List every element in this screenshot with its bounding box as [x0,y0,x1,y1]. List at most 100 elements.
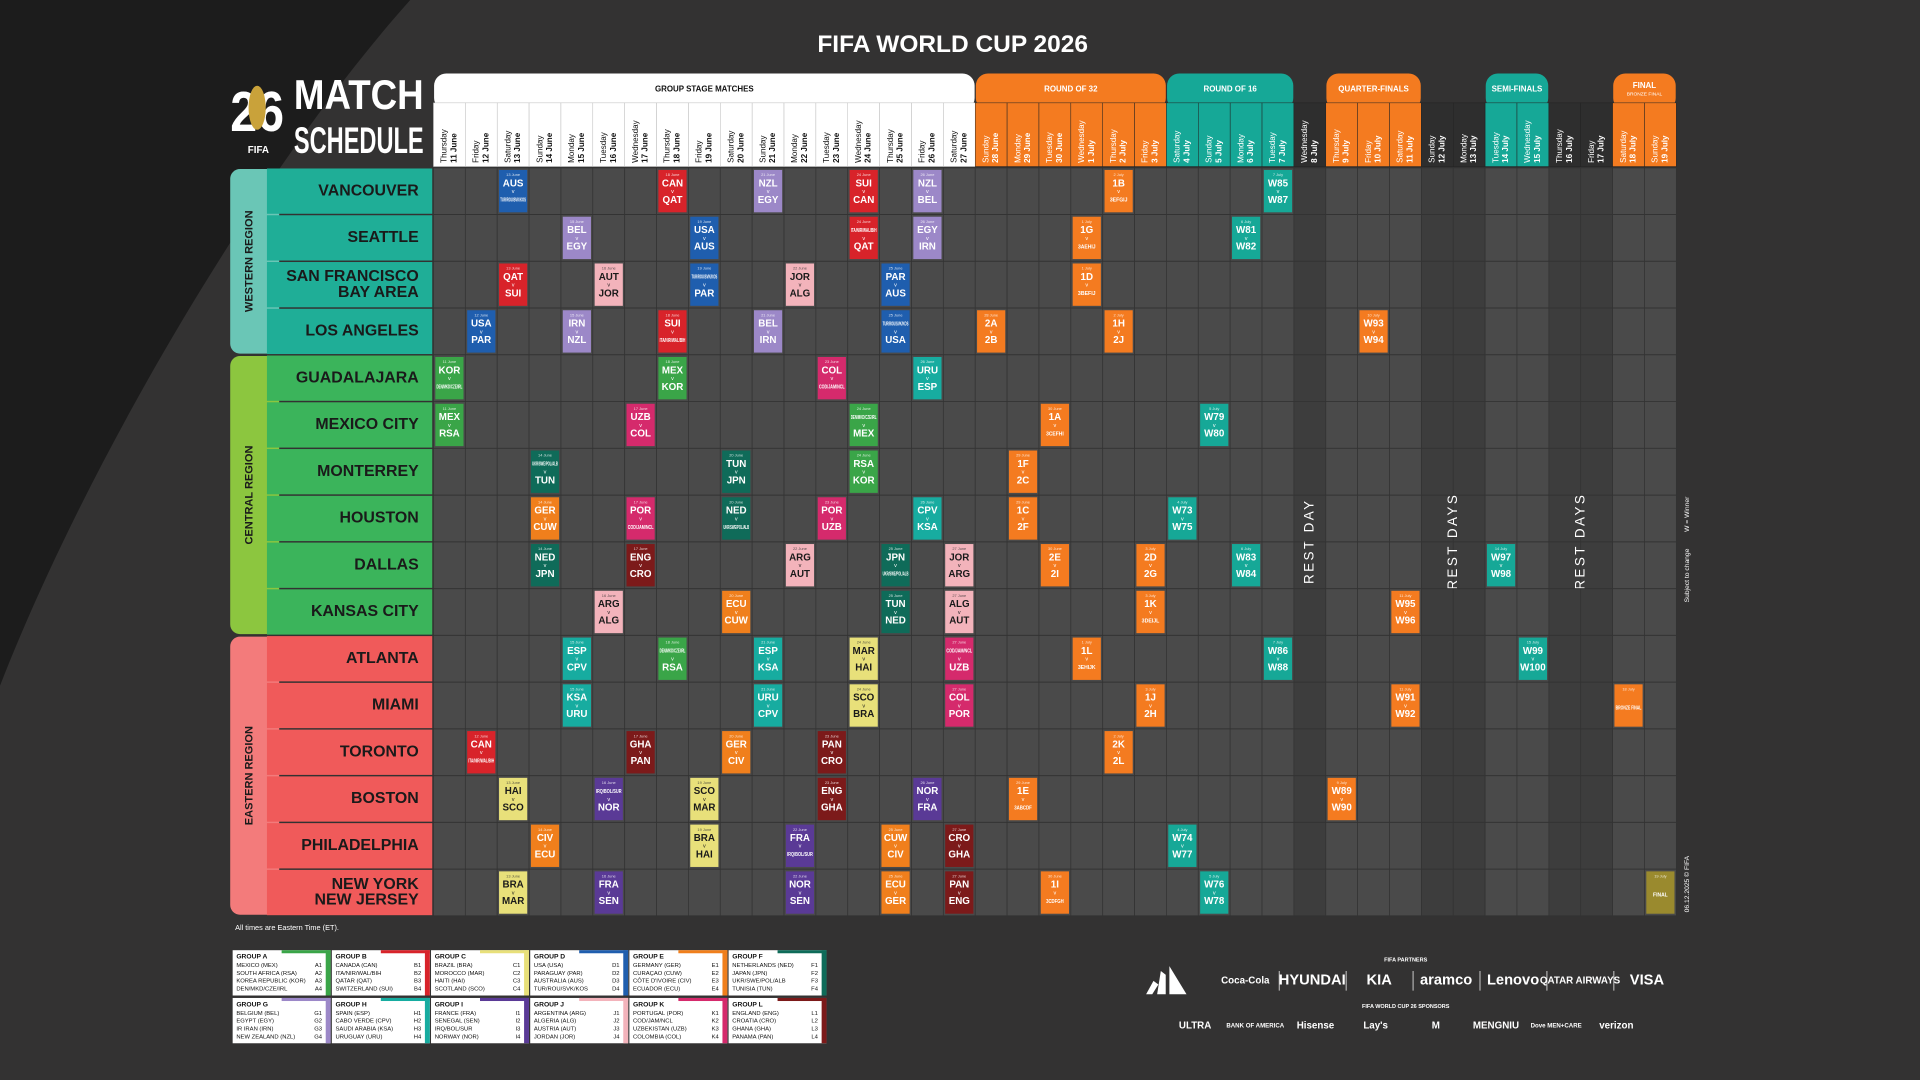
match-date: 24 June [857,640,871,645]
match-cell [658,169,687,213]
group-name: GROUP L [732,1001,763,1008]
match-home: BEL [758,319,778,330]
group-stripe [821,950,827,996]
city-cell [266,168,433,214]
match-separator: v [958,610,961,616]
group-box [530,950,629,996]
city-cell [266,823,433,869]
match-away: W75 [1172,522,1193,533]
match-date: 16 June [602,874,616,879]
match-cell [945,637,974,680]
group-stripe [678,950,728,954]
group-code: B1 [414,963,421,969]
match-separator: v [512,890,515,896]
group-code: D3 [612,979,620,985]
match-date: 6 July [1241,546,1251,551]
group-team: SWITZERLAND (SUI) [336,987,393,993]
match-home: W74 [1172,833,1193,844]
date-weekday: Friday [1364,139,1373,162]
match-away: NZL [567,335,586,346]
match-date: 29 June [1016,780,1030,785]
match-home: CAN [662,178,683,189]
date-weekday: Wednesday [854,119,863,162]
match-home: ARG [789,552,811,563]
date-day: 11 June [449,133,458,163]
match-away: SEN [790,896,810,907]
match-cell [881,871,910,914]
match-separator: v [767,189,770,195]
match-date: 18 June [666,640,680,645]
date-weekday: Saturday [1396,130,1405,163]
date-weekday: Saturday [950,130,959,163]
group-name: GROUP G [236,1001,268,1008]
match-separator: v [1213,423,1216,429]
match-date: 18 June [666,312,680,317]
match-date: 15 June [570,640,584,645]
match-separator: v [926,236,929,242]
match-away: ECU [535,849,556,860]
group-team: TUNISIA (TUN) [732,987,772,993]
match-away: 3EHIJK [1078,665,1096,671]
group-team: SOUTH AFRICA (RSA) [236,971,297,977]
match-separator: v [703,797,706,803]
match-date: 3 July [1145,593,1155,598]
match-date: 13 June [506,266,520,271]
date-header [720,102,753,167]
match-cell [849,403,878,447]
match-cell [626,731,655,774]
match-away: RSA [439,429,460,440]
match-away: W87 [1268,195,1289,206]
match-separator: v [703,236,706,242]
match-cell [530,450,560,493]
date-header [783,102,817,167]
match-date: 26 June [920,780,934,785]
match-cell [722,590,751,634]
match-date: 17 June [634,499,648,504]
match-date: 30 June [1048,874,1062,879]
match-cell [753,684,783,727]
group-team: SAUDI ARABIA (KSA) [336,1026,394,1032]
match-date: 27 June [952,640,966,645]
match-away: W82 [1236,242,1257,253]
match-cell [1072,263,1101,306]
date-header [433,102,466,167]
date-header [1261,102,1295,167]
match-separator: v [512,189,515,195]
match-date: 9 July [1337,780,1347,785]
group-code: H3 [414,1026,422,1032]
match-home: 2A [985,319,998,330]
match-date: 20 June [729,733,743,738]
group-stripe [325,950,331,996]
match-cell [1518,637,1548,680]
date-day: 28 June [991,132,1000,163]
match-away: AUS [694,242,715,253]
date-header [560,102,594,167]
match-date: 12 June [474,733,488,738]
match-date: 29 June [1016,499,1030,504]
match-away: 2I [1051,569,1059,580]
match-date: 24 June [857,219,871,224]
match-cell [945,871,974,914]
match-home: USA [694,225,715,236]
match-away: TUN [535,475,555,486]
date-day: 12 July [1437,135,1446,163]
match-away: MEX [853,429,875,440]
match-separator: v [576,657,579,663]
city-name: BOSTON [351,790,419,807]
group-stripe [678,997,728,1002]
group-code: K4 [712,1034,720,1040]
match-separator: v [735,470,738,476]
date-header [1198,102,1231,167]
match-date: 24 June [857,172,871,177]
sponsor-logo: Dove MEN+CARE [1531,1023,1582,1030]
match-cell [849,216,878,260]
